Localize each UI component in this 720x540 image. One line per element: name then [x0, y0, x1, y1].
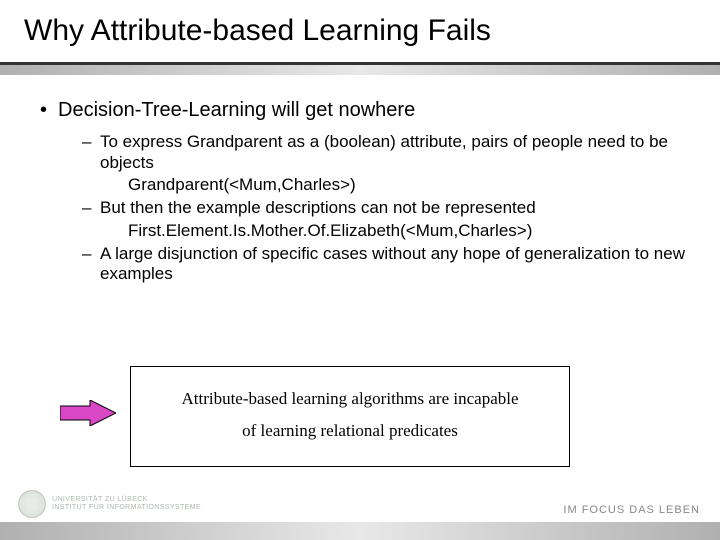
- content-area: Decision-Tree-Learning will get nowhere …: [0, 75, 720, 285]
- arrow-icon: [60, 400, 116, 426]
- sublist: To express Grandparent as a (boolean) at…: [40, 132, 692, 285]
- gradient-bar-top: [0, 65, 720, 75]
- university-text: UNIVERSITÄT ZU LÜBECK INSTITUT FÜR INFOR…: [52, 496, 201, 511]
- callout-line1: Attribute-based learning algorithms are …: [151, 383, 549, 415]
- bullet-level1: Decision-Tree-Learning will get nowhere: [40, 99, 692, 122]
- gradient-bar-bottom: [0, 522, 720, 540]
- university-logo: UNIVERSITÄT ZU LÜBECK INSTITUT FÜR INFOR…: [18, 490, 201, 518]
- uni-sub: INSTITUT FÜR INFORMATIONSSYSTEME: [52, 504, 201, 512]
- bullet-level2: To express Grandparent as a (boolean) at…: [82, 132, 692, 173]
- title-area: Why Attribute-based Learning Fails: [0, 0, 720, 56]
- callout-wrap: Attribute-based learning algorithms are …: [130, 366, 570, 467]
- callout-line2: of learning relational predicates: [151, 415, 549, 447]
- bullet-level2: A large disjunction of specific cases wi…: [82, 244, 692, 285]
- bullet-level3-example: Grandparent(<Mum,Charles>): [82, 175, 692, 196]
- tagline: IM FOCUS DAS LEBEN: [563, 504, 700, 516]
- bullet-level3-example: First.Element.Is.Mother.Of.Elizabeth(<Mu…: [82, 221, 692, 242]
- slide-title: Why Attribute-based Learning Fails: [24, 14, 696, 48]
- uni-name: UNIVERSITÄT ZU LÜBECK: [52, 496, 201, 504]
- callout-box: Attribute-based learning algorithms are …: [130, 366, 570, 467]
- bullet-level2: But then the example descriptions can no…: [82, 198, 692, 219]
- seal-icon: [18, 490, 46, 518]
